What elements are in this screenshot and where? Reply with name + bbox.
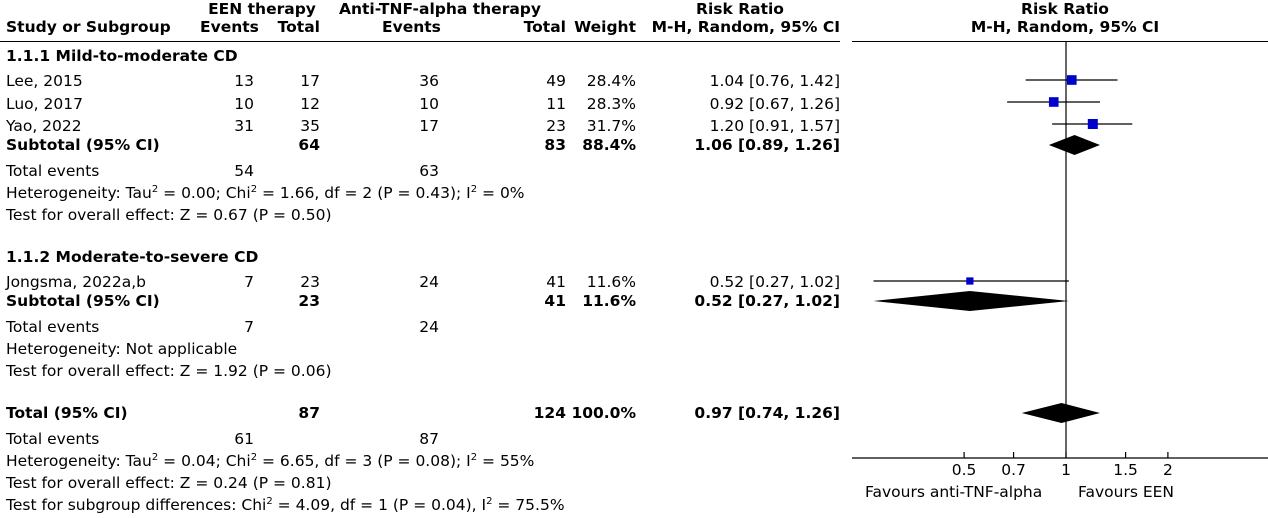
overall-effect-text: Test for overall effect: Z = 0.67 (P = 0… bbox=[6, 206, 332, 224]
study-ci: 1.20 [0.91, 1.57] bbox=[709, 117, 840, 135]
pooled-diamond bbox=[1048, 135, 1100, 155]
subtotal-total2: 41 bbox=[544, 292, 566, 310]
study-weight: 31.7% bbox=[586, 117, 636, 135]
study-name: Lee, 2015 bbox=[6, 72, 83, 90]
total-events2: 24 bbox=[419, 318, 439, 336]
study-marker bbox=[1048, 97, 1059, 107]
x-tick-label: 2 bbox=[1163, 461, 1173, 479]
total-events-label: Total events bbox=[6, 318, 100, 336]
subtotal-label: Subtotal (95% CI) bbox=[6, 136, 160, 154]
header-rr-title: Risk Ratio bbox=[696, 0, 784, 18]
subtotal-total2: 83 bbox=[544, 136, 566, 154]
header-study: Study or Subgroup bbox=[6, 18, 171, 36]
pooled-diamond bbox=[873, 291, 1069, 311]
study-name: Jongsma, 2022a,b bbox=[6, 273, 146, 291]
total-events2: 63 bbox=[419, 162, 439, 180]
total-events2: 87 bbox=[419, 430, 439, 448]
subtotal-ci: 1.06 [0.89, 1.26] bbox=[694, 136, 840, 154]
heterogeneity-text: Heterogeneity: Not applicable bbox=[6, 340, 238, 358]
subtotal-weight: 11.6% bbox=[582, 292, 636, 310]
subgroup-title: 1.1.2 Moderate-to-severe CD bbox=[6, 248, 259, 266]
study-ci: 0.52 [0.27, 1.02] bbox=[709, 273, 840, 291]
subtotal-total1: 64 bbox=[298, 136, 320, 154]
total-events1: 7 bbox=[244, 318, 254, 336]
study-marker bbox=[1066, 75, 1077, 85]
plot-method: M-H, Random, 95% CI bbox=[970, 18, 1160, 36]
study-ci: 0.92 [0.67, 1.26] bbox=[709, 95, 840, 113]
study-weight: 28.4% bbox=[586, 72, 636, 90]
subtotal-weight: 88.4% bbox=[582, 136, 636, 154]
study-marker bbox=[966, 277, 974, 285]
total-ci: 0.97 [0.74, 1.26] bbox=[694, 404, 840, 422]
study-events1: 13 bbox=[234, 72, 254, 90]
subgroup-diff-text: Test for subgroup differences: Chi2 = 4.… bbox=[6, 496, 565, 514]
study-events2: 17 bbox=[419, 117, 439, 135]
header-weight: Weight bbox=[574, 18, 636, 36]
study-events1: 10 bbox=[234, 95, 254, 113]
total-events1: 54 bbox=[234, 162, 254, 180]
x-tick-label: 1 bbox=[1061, 461, 1071, 479]
x-tick-label: 0.7 bbox=[1001, 461, 1026, 479]
favours-right-label: Favours EEN bbox=[1078, 483, 1175, 501]
study-total1: 12 bbox=[300, 95, 320, 113]
total-total1: 87 bbox=[298, 404, 320, 422]
favours-left-label: Favours anti-TNF-alpha bbox=[865, 483, 1043, 501]
study-events2: 36 bbox=[419, 72, 439, 90]
study-total1: 17 bbox=[300, 72, 320, 90]
study-name: Luo, 2017 bbox=[6, 95, 83, 113]
study-weight: 11.6% bbox=[586, 273, 636, 291]
header-group2: Anti-TNF-alpha therapy bbox=[338, 0, 541, 18]
total-total2: 124 bbox=[533, 404, 566, 422]
subtotal-label: Subtotal (95% CI) bbox=[6, 292, 160, 310]
overall-effect-text: Test for overall effect: Z = 1.92 (P = 0… bbox=[6, 362, 332, 380]
study-total1: 23 bbox=[300, 273, 320, 291]
study-name: Yao, 2022 bbox=[6, 117, 82, 135]
plot-header-rule bbox=[852, 41, 1268, 42]
plot-title: Risk Ratio bbox=[1021, 0, 1109, 18]
heterogeneity-text: Heterogeneity: Tau2 = 0.00; Chi2 = 1.66,… bbox=[6, 184, 525, 202]
subtotal-ci: 0.52 [0.27, 1.02] bbox=[694, 292, 840, 310]
total-events-label: Total events bbox=[6, 430, 100, 448]
study-total2: 41 bbox=[546, 273, 566, 291]
study-events2: 24 bbox=[419, 273, 439, 291]
total-events-label: Total events bbox=[6, 162, 100, 180]
study-events1: 31 bbox=[234, 117, 254, 135]
study-total2: 11 bbox=[546, 95, 566, 113]
header-events1: Events bbox=[200, 18, 259, 36]
study-events2: 10 bbox=[419, 95, 439, 113]
header-total2: Total bbox=[523, 18, 566, 36]
study-total1: 35 bbox=[300, 117, 320, 135]
study-marker bbox=[1087, 119, 1098, 129]
heterogeneity-text: Heterogeneity: Tau2 = 0.04; Chi2 = 6.65,… bbox=[6, 452, 535, 470]
header-events2: Events bbox=[382, 18, 441, 36]
x-tick-label: 1.5 bbox=[1113, 461, 1138, 479]
subgroup-title: 1.1.1 Mild-to-moderate CD bbox=[6, 47, 238, 65]
header-rule bbox=[0, 41, 840, 42]
study-events1: 7 bbox=[244, 273, 254, 291]
total-label: Total (95% CI) bbox=[6, 404, 128, 422]
study-weight: 28.3% bbox=[586, 95, 636, 113]
header-group1: EEN therapy bbox=[208, 0, 316, 18]
total-events1: 61 bbox=[234, 430, 254, 448]
pooled-diamond bbox=[1021, 403, 1100, 423]
header-rr-method: M-H, Random, 95% CI bbox=[651, 18, 840, 36]
study-total2: 23 bbox=[546, 117, 566, 135]
overall-effect-text: Test for overall effect: Z = 0.24 (P = 0… bbox=[6, 474, 332, 492]
study-total2: 49 bbox=[546, 72, 566, 90]
x-tick-label: 0.5 bbox=[952, 461, 977, 479]
total-weight: 100.0% bbox=[571, 404, 636, 422]
study-ci: 1.04 [0.76, 1.42] bbox=[709, 72, 840, 90]
header-total1: Total bbox=[277, 18, 320, 36]
subtotal-total1: 23 bbox=[298, 292, 320, 310]
